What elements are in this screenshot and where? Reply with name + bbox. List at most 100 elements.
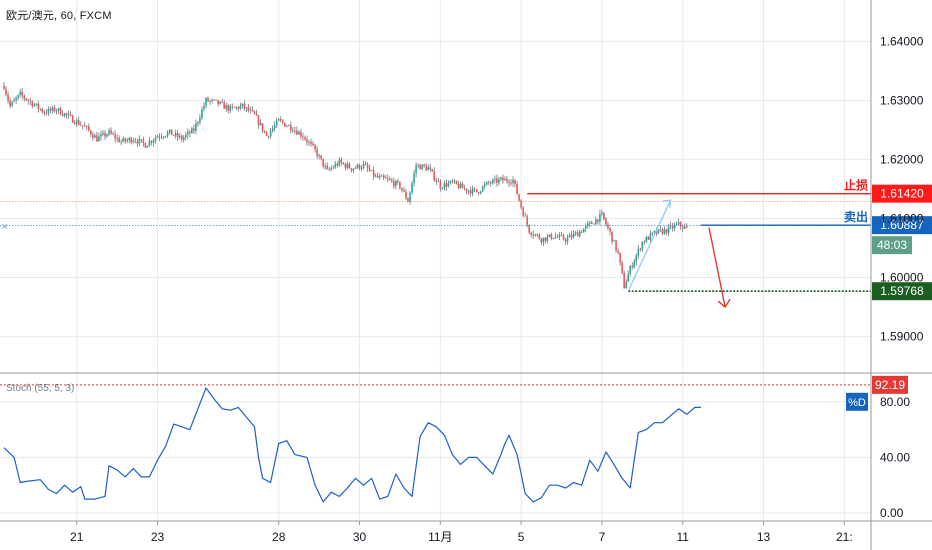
candle-body bbox=[546, 236, 549, 241]
candle-body bbox=[356, 164, 359, 168]
candle-body bbox=[164, 135, 167, 137]
candle-body bbox=[576, 232, 579, 237]
candle-body bbox=[170, 129, 173, 136]
candle-body bbox=[586, 223, 589, 226]
candle-body bbox=[338, 159, 341, 166]
candle-body bbox=[597, 219, 599, 222]
candle-body bbox=[562, 235, 565, 240]
candle-body bbox=[663, 229, 666, 234]
candle-body bbox=[473, 188, 476, 190]
candle-body bbox=[166, 132, 169, 136]
candle-body bbox=[534, 234, 537, 236]
candle-body bbox=[182, 137, 185, 140]
candle-body bbox=[277, 119, 280, 121]
candle-body bbox=[292, 130, 294, 132]
candle-body bbox=[328, 168, 331, 170]
oscillator-title: Stoch (55, 5, 3) bbox=[6, 383, 75, 394]
candle-body bbox=[520, 200, 522, 208]
candle-body bbox=[203, 105, 205, 110]
candle-body bbox=[372, 169, 375, 177]
candle-body bbox=[251, 109, 254, 112]
candle-body bbox=[496, 178, 498, 183]
candle-body bbox=[387, 178, 389, 180]
candle-body bbox=[617, 250, 619, 253]
candle-body bbox=[677, 221, 680, 225]
price-tick-label: 1.63000 bbox=[880, 93, 924, 107]
candle-body bbox=[550, 234, 553, 239]
candle-body bbox=[485, 182, 488, 185]
countdown-label: 48:03 bbox=[877, 238, 907, 252]
candle-body bbox=[128, 138, 131, 141]
candle-body bbox=[342, 162, 345, 164]
candle-body bbox=[340, 159, 343, 163]
candle-body bbox=[112, 133, 114, 135]
candle-body bbox=[403, 190, 405, 192]
candle-body bbox=[665, 229, 668, 233]
candle-body bbox=[104, 132, 106, 137]
candle-body bbox=[566, 237, 569, 242]
candle-body bbox=[148, 141, 151, 146]
candle-body bbox=[437, 181, 440, 183]
candle-body bbox=[279, 119, 282, 121]
candle-body bbox=[49, 108, 52, 111]
candle-body bbox=[51, 107, 54, 111]
candle-body bbox=[290, 125, 292, 131]
candle-body bbox=[172, 135, 175, 136]
candle-body bbox=[53, 107, 56, 112]
time-tick-label: 7 bbox=[599, 530, 606, 544]
candle-body bbox=[130, 138, 133, 143]
candle-body bbox=[134, 140, 137, 142]
candle-body bbox=[108, 130, 110, 135]
candle-body bbox=[267, 135, 270, 137]
candle-body bbox=[207, 97, 209, 102]
candle-body bbox=[455, 180, 458, 184]
candle-body bbox=[344, 163, 347, 168]
candle-body bbox=[316, 149, 318, 157]
candle-body bbox=[176, 133, 179, 138]
sell-level-label: 卖出 bbox=[844, 209, 868, 224]
candle-body bbox=[197, 121, 199, 124]
candle-body bbox=[423, 164, 425, 167]
stop-price-label: 1.61420 bbox=[880, 187, 924, 201]
candle-body bbox=[506, 178, 508, 182]
candle-body bbox=[463, 188, 466, 189]
candle-body bbox=[391, 179, 393, 182]
candle-body bbox=[33, 104, 36, 107]
candle-body bbox=[415, 165, 417, 174]
candle-body bbox=[193, 128, 195, 131]
candle-body bbox=[380, 175, 383, 177]
time-tick-label: 5 bbox=[518, 530, 525, 544]
candle-body bbox=[88, 126, 90, 131]
candle-body bbox=[469, 190, 472, 194]
candle-body bbox=[500, 177, 502, 180]
candle-body bbox=[23, 95, 25, 99]
candle-body bbox=[366, 164, 369, 169]
candle-body bbox=[263, 130, 266, 132]
candle-body bbox=[296, 130, 298, 135]
candle-body bbox=[84, 125, 86, 127]
candle-body bbox=[217, 100, 219, 105]
candle-body bbox=[348, 163, 351, 169]
candle-body bbox=[187, 131, 189, 135]
candle-body bbox=[413, 173, 415, 184]
candle-body bbox=[288, 125, 290, 126]
stoch-line bbox=[3, 387, 701, 503]
candle-body bbox=[243, 103, 246, 109]
candle-body bbox=[114, 134, 116, 139]
candle-body bbox=[324, 165, 326, 167]
candle-body bbox=[326, 165, 328, 169]
candle-body bbox=[516, 184, 518, 195]
time-tick-label: 11月 bbox=[428, 530, 452, 544]
candle-body bbox=[683, 226, 686, 229]
candle-body bbox=[641, 241, 644, 250]
candle-body bbox=[39, 108, 42, 110]
candle-body bbox=[211, 99, 213, 101]
candle-body bbox=[322, 158, 324, 167]
candle-body bbox=[425, 166, 427, 171]
target-price-tag bbox=[872, 282, 932, 301]
candle-body bbox=[635, 255, 638, 262]
candle-body bbox=[96, 135, 98, 142]
candle-body bbox=[625, 281, 627, 289]
candle-body bbox=[261, 123, 264, 131]
